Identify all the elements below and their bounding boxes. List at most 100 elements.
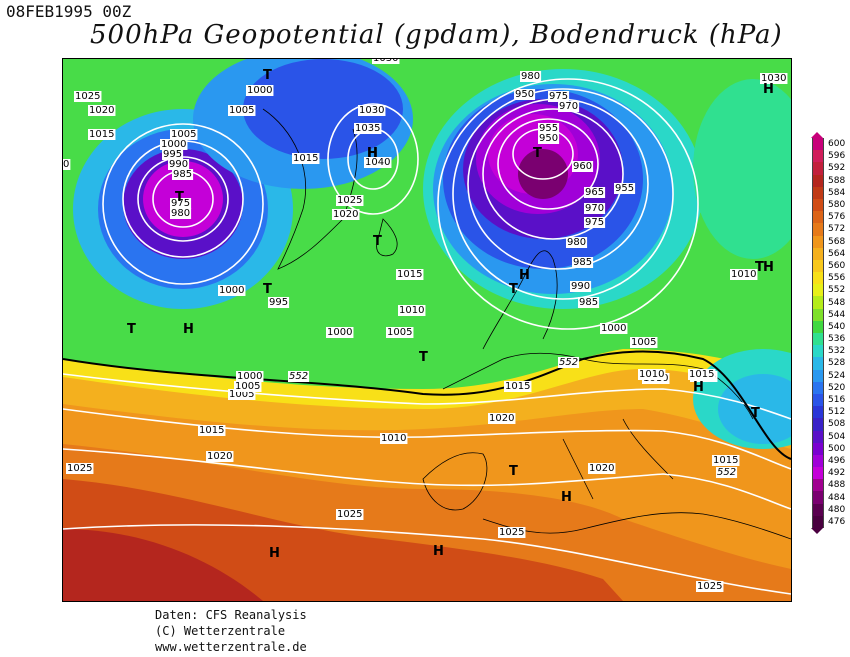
high-center: H: [433, 544, 444, 559]
color-legend: 600 596 592 588 584 580 576 572 568 564 560 556 552 5…: [811, 132, 850, 534]
legend-value: 588: [828, 175, 846, 186]
isobar-label: 985: [579, 297, 598, 308]
legend-value: 596: [828, 151, 846, 162]
legend-value: 576: [828, 212, 846, 223]
label-background: [716, 467, 738, 478]
label-background: [168, 159, 190, 170]
legend-entry: 584: [812, 186, 850, 199]
label-background: [584, 203, 606, 214]
label-background: [712, 455, 740, 466]
legend-value: 516: [828, 395, 846, 406]
date-stamp: 08FEB1995 00Z: [6, 2, 132, 21]
legend-value: 600: [828, 139, 846, 150]
isobars: [63, 78, 791, 595]
low-center: T: [127, 322, 136, 337]
legend-swatch: [812, 467, 824, 480]
isobar-labels: 1025 1020 1015 1005 1000 995 990 985 975…: [63, 59, 788, 592]
label-background: [548, 91, 570, 102]
isobar-label: 0: [63, 159, 69, 170]
legend-value: 552: [828, 285, 846, 296]
legend-entry: 588: [812, 174, 850, 187]
isobar-label: 975: [585, 217, 604, 228]
legend-entry: 520: [812, 381, 850, 394]
isobar-label: 1010: [731, 269, 756, 280]
isobar-label: 950: [539, 133, 558, 144]
isobar-label: 1015: [689, 369, 714, 380]
label-background: [172, 169, 194, 180]
label-background: [88, 105, 116, 116]
label-background: [198, 425, 226, 436]
isobar-label: 1025: [75, 91, 100, 102]
contour-label-552: 552: [289, 371, 308, 382]
label-background: [246, 85, 274, 96]
legend-value: 488: [828, 480, 846, 491]
low-center: T: [509, 282, 518, 297]
isobar-label: 1010: [399, 305, 424, 316]
legend-swatch: [812, 259, 824, 273]
label-background: [504, 381, 532, 392]
high-center: H: [519, 268, 530, 283]
isobar-label: 1030: [761, 73, 786, 84]
data-source: Daten: CFS Reanalysis: [155, 608, 307, 622]
legend-entry: 568: [812, 235, 850, 248]
high-center: H: [693, 380, 704, 395]
legend-value: 544: [828, 309, 846, 320]
legend-value: 560: [828, 260, 846, 271]
label-background: [614, 183, 636, 194]
isobar-label: 1020: [207, 451, 232, 462]
isobar-label: 1030: [359, 105, 384, 116]
legend-entry: 564: [812, 247, 850, 260]
high-center: H: [183, 322, 194, 337]
label-background: [74, 91, 102, 102]
isobar-label: 1015: [293, 153, 318, 164]
isobar-label: 970: [585, 203, 604, 214]
isobar-label: 1025: [337, 195, 362, 206]
isobar-label: 1005: [631, 337, 656, 348]
legend-entry: 488: [812, 479, 850, 492]
label-background: [520, 71, 542, 82]
label-background: [760, 73, 788, 84]
copyright: (C) Wetterzentrale: [155, 624, 286, 638]
label-background: [380, 433, 408, 444]
label-background: [268, 297, 290, 308]
low-center: T: [755, 260, 764, 275]
legend-swatch: [812, 247, 824, 260]
legend-swatch: [812, 503, 824, 516]
label-background: [206, 451, 234, 462]
label-background: [386, 327, 414, 338]
legend-entry: 560: [812, 259, 850, 273]
legend-value: 564: [828, 248, 846, 259]
label-background: [696, 581, 724, 592]
high-center: H: [763, 82, 774, 97]
isobar-label: 1005: [229, 389, 254, 400]
label-background: [566, 237, 588, 248]
label-background: [578, 297, 600, 308]
footer: Daten: CFS Reanalysis (C) Wetterzentrale…: [155, 607, 307, 655]
isobar-label: 1025: [697, 581, 722, 592]
legend-value: 580: [828, 200, 846, 211]
legend-entry: 552: [812, 284, 850, 297]
legend-swatch: [812, 223, 824, 236]
legend-cap-top: [811, 132, 823, 138]
legend-swatch: [812, 138, 824, 151]
isobar-label: 1000: [327, 327, 352, 338]
legend-value: 532: [828, 346, 846, 357]
label-background: [354, 123, 382, 134]
legend-entry: 572: [812, 223, 850, 236]
label-background: [538, 133, 560, 144]
high-center: H: [561, 490, 572, 505]
isobar-label: 955: [539, 123, 558, 134]
legend-value: 492: [828, 468, 846, 479]
isobar-label: 1015: [505, 381, 530, 392]
legend-value: 484: [828, 492, 846, 503]
label-background: [236, 371, 264, 382]
label-background: [584, 187, 606, 198]
label-background: [160, 139, 188, 150]
isobar-label: 1020: [589, 463, 614, 474]
isobar-label: 995: [269, 297, 288, 308]
low-center: T: [509, 464, 518, 479]
legend-entry: 556: [812, 272, 850, 285]
pressure-centers: T H T H T T T H T H T T H H T T H H H H …: [127, 68, 774, 561]
label-background: [600, 323, 628, 334]
label-background: [588, 463, 616, 474]
